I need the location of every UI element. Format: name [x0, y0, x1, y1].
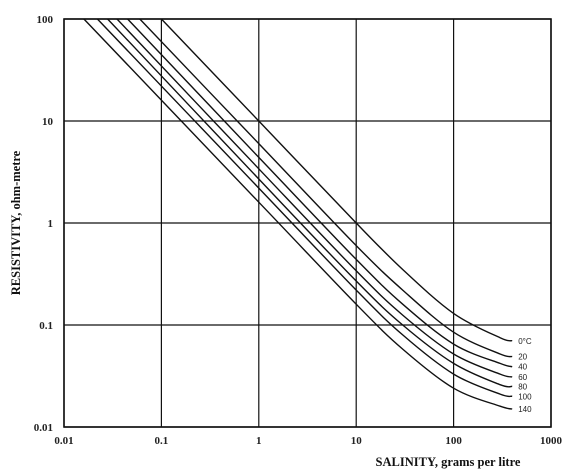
x-axis-title: SALINITY, grams per litre [376, 455, 521, 469]
series-curve [160, 18, 513, 342]
series-label: 20 [518, 353, 527, 362]
series-curve [107, 18, 513, 388]
series-label: 40 [518, 363, 527, 372]
x-tick-label: 1 [256, 435, 262, 447]
y-tick-label: 1 [48, 218, 54, 230]
x-tick-labels: 0.01 0.1 1 10 100 1000 [54, 435, 562, 447]
x-tick-label: 0.1 [155, 435, 169, 447]
series-curve [83, 18, 513, 410]
y-axis-title: RESISTIVITY, ohm-metre [9, 150, 23, 295]
series-curve [139, 18, 513, 358]
series-label: 0°C [518, 337, 532, 346]
x-tick-label: 100 [445, 435, 462, 447]
series-curve [127, 18, 513, 368]
series-label: 140 [518, 405, 532, 414]
y-tick-label: 10 [42, 116, 54, 128]
series-label: 80 [518, 382, 527, 391]
y-tick-label: 0.01 [34, 422, 53, 434]
series-label: 60 [518, 373, 527, 382]
y-tick-label: 100 [37, 14, 54, 26]
plot-frame [63, 18, 552, 428]
series-label: 100 [518, 392, 532, 401]
x-tick-label: 10 [351, 435, 363, 447]
series-curve [116, 18, 513, 378]
series-curves [83, 18, 513, 410]
y-tick-labels: 100 10 1 0.1 0.01 [34, 14, 54, 434]
series-curve [96, 18, 513, 398]
x-tick-label: 0.01 [54, 435, 73, 447]
y-tick-label: 0.1 [39, 320, 53, 332]
x-tick-label: 1000 [540, 435, 563, 447]
